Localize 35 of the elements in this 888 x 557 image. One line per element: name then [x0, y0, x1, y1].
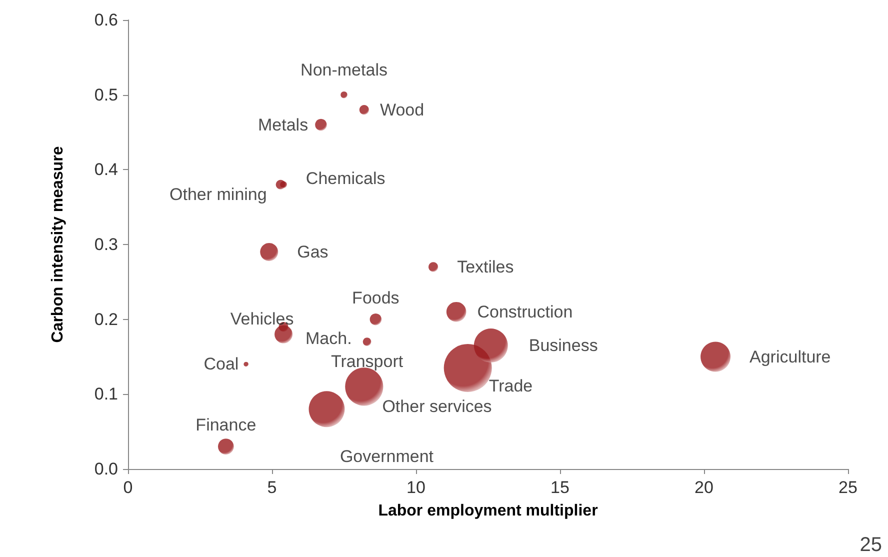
series-label: Transport — [330, 352, 404, 371]
series-label: Textiles — [457, 257, 514, 276]
series-label: Wood — [380, 100, 424, 120]
y-axis-title: Carbon intensity measure — [50, 146, 66, 343]
series-label: Non-metals — [300, 60, 388, 80]
x-tick-label: 10 — [406, 478, 426, 497]
x-tick-label: 15 — [550, 478, 570, 497]
y-tick-label: 0.3 — [94, 235, 118, 254]
series-label: Mach. — [306, 328, 352, 348]
series-label: Other services — [382, 397, 492, 416]
x-tick-label: 0 — [123, 478, 133, 497]
series-label: Business — [528, 336, 598, 356]
y-tick-label: 0.5 — [94, 85, 118, 104]
y-tick-label: 0.4 — [94, 160, 118, 180]
x-axis-title: Labor employment multiplier — [378, 502, 598, 520]
x-tick-label: 20 — [694, 478, 714, 497]
series-label: Other mining — [170, 185, 267, 204]
series-label: Finance — [196, 416, 256, 435]
series-label: Trade — [488, 376, 533, 396]
series-label: Chemicals — [306, 169, 386, 188]
series-label: Government — [340, 447, 434, 466]
y-tick-label: 0.0 — [94, 460, 118, 478]
series-label: Metals — [258, 115, 308, 134]
y-tick-label: 0.1 — [94, 384, 118, 404]
text: 25 — [860, 534, 882, 556]
x-tick-label: 5 — [267, 478, 277, 497]
series-label: Construction — [477, 302, 573, 322]
series-label: Foods — [352, 288, 400, 308]
y-tick-label: 0.2 — [94, 310, 118, 329]
y-tick-label: 0.6 — [94, 10, 118, 30]
series-label: Vehicles — [230, 309, 294, 328]
series-label: Coal — [204, 354, 239, 374]
x-tick-label: 25 — [838, 478, 858, 497]
series-label: Gas — [297, 242, 328, 262]
series-label: Agriculture — [750, 347, 831, 366]
